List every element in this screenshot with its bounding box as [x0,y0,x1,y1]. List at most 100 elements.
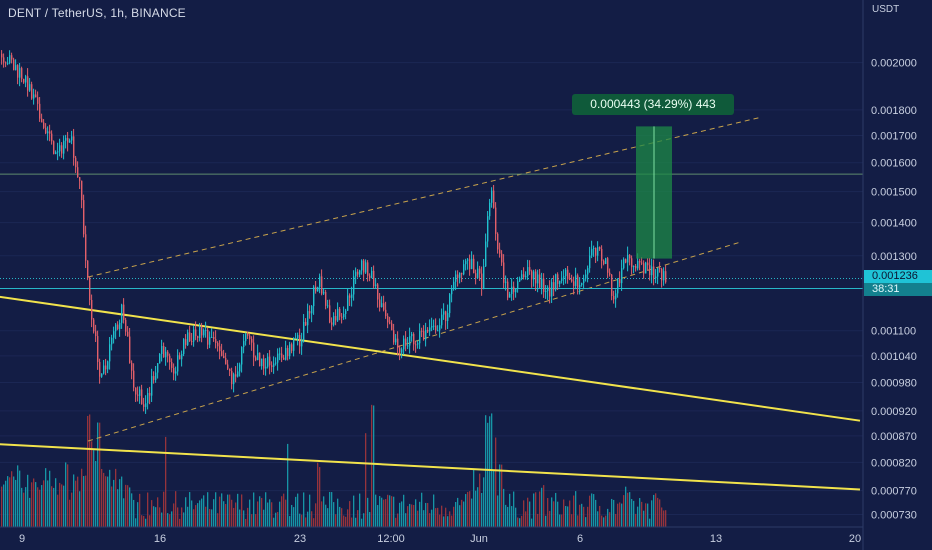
candle-body [301,339,303,347]
volume-bar [351,517,353,527]
candle-body [155,372,157,380]
volume-bar [531,518,533,527]
volume-bar [11,471,13,527]
candle-body [299,335,301,347]
candle-body [135,387,137,395]
volume-bar [369,512,371,527]
volume-bar [165,436,167,527]
candle-body [109,344,111,362]
candle-body [599,247,601,249]
volume-bar [509,493,511,527]
candle-body [229,368,231,372]
volume-bar [147,492,149,527]
candle-body [323,292,325,294]
candle-body [195,329,197,337]
volume-bar [479,473,481,527]
volume-bar [549,510,551,527]
y-tick-label: 0.001100 [871,326,916,338]
candle-body [655,276,657,278]
volume-bar [175,491,177,527]
volume-bar [625,486,627,527]
candle-body [5,62,7,64]
candle-body [581,283,583,286]
candle-body [183,339,185,354]
candle-body [439,325,441,331]
volume-bar [269,499,271,527]
volume-bar [601,515,603,527]
time-axis[interactable]: 9 16 23 12:00 Jun 6 13 20 [19,533,861,545]
volume-bar [201,498,203,527]
price-axis[interactable]: 0.002000 0.001800 0.001700 0.001600 0.001500… [871,58,917,522]
volume-bar [233,507,235,527]
volume-bar [305,517,307,527]
volume-bar [511,506,513,527]
volume-bar [249,499,251,527]
candle-body [127,331,129,337]
candle-body [221,351,223,356]
volume-bar [423,510,425,527]
candle-body [469,259,471,269]
y-tick-label: 0.001400 [871,218,917,230]
candle-body [105,365,107,370]
channel-lower-line [87,241,741,442]
candle-body [131,362,133,371]
candle-body [125,319,127,332]
candle-body [281,353,283,358]
candle-body [57,151,59,153]
volume-bar [649,518,651,527]
volume-bar [435,508,437,527]
candle-body [465,260,467,265]
volume-bar [445,507,447,527]
candle-body [239,364,241,372]
volume-bar [43,480,45,527]
candle-body [629,254,631,259]
measure-box[interactable] [636,126,672,259]
volume-bar [97,422,99,527]
candle-body [417,343,419,345]
candle-body [591,248,593,256]
volume-bar [521,515,523,527]
candle-body [327,305,329,307]
volume-bar [323,496,325,527]
candle-body [199,326,201,338]
volume-bar [223,501,225,527]
volume-bar [311,511,313,527]
candle-body [607,258,609,273]
volume-bar [243,510,245,527]
candle-body [619,279,621,284]
volume-bar [605,515,607,527]
volume-bar [115,468,117,527]
candle-body [435,325,437,331]
volume-bar [659,499,661,527]
candle-body [549,287,551,297]
volume-bar [559,514,561,527]
candle-body [571,279,573,282]
volume-bar [195,505,197,527]
volume-bar [487,422,489,527]
volume-bar [513,491,515,527]
volume-bar [641,501,643,527]
candle-body [267,356,269,367]
volume-bar [439,514,441,527]
candle-body [593,248,595,250]
candle-body [83,200,85,235]
volume-bar [289,516,291,527]
volume-bar [377,505,379,527]
volume-bar [135,518,137,527]
volume-bar [75,480,77,527]
volume-bar [555,492,557,527]
candle-body [379,299,381,308]
candle-body [39,103,41,119]
volume-bar [343,515,345,527]
candle-body [201,326,203,336]
candle-body [351,294,353,298]
y-tick-label: 0.001040 [871,351,917,363]
volume-bars [1,404,667,527]
volume-bar [337,498,339,527]
candle-body [143,404,145,407]
volume-bar [631,499,633,527]
volume-bar [551,497,553,527]
volume-bar [109,469,111,527]
